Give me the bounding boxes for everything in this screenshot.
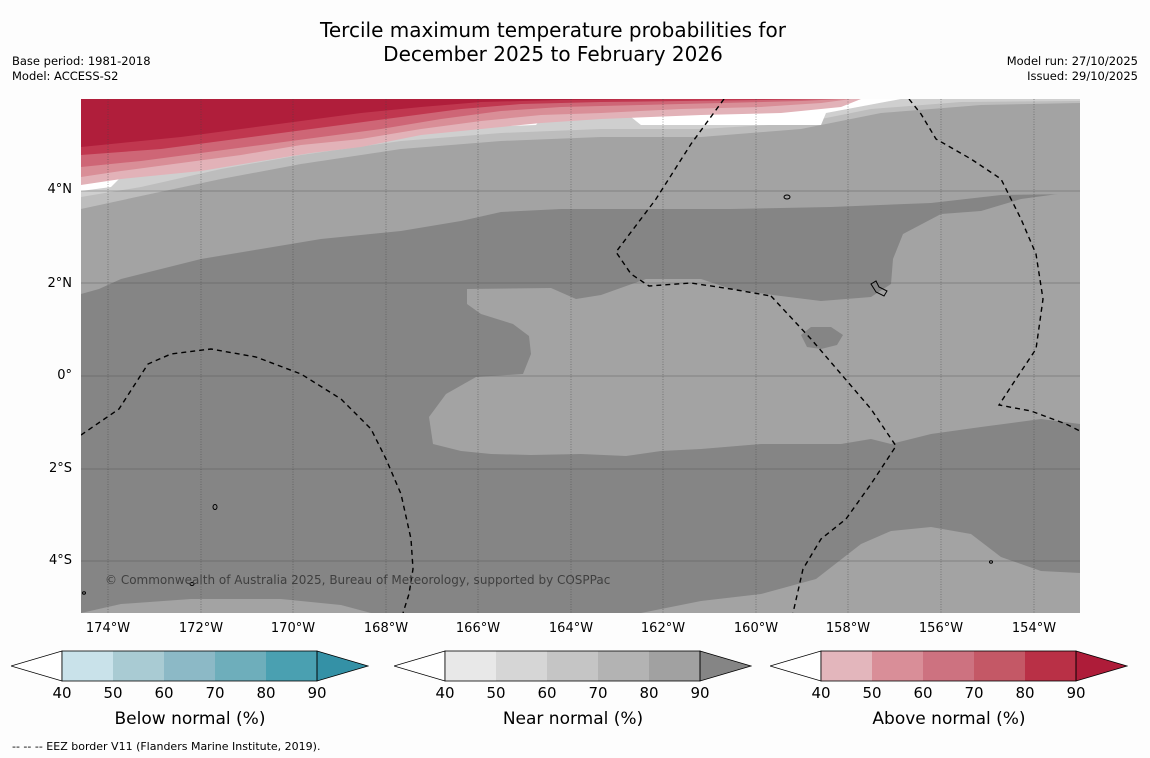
west-near-normal-80-strip [81,207,121,254]
lon-label-160w: 160°W [733,621,779,636]
colorbar-near-extend-high [699,650,752,682]
title-line-1: Tercile maximum temperature probabilitie… [320,18,786,42]
eez-border-kiribati-west [81,348,414,613]
below-tick-90: 90 [307,684,327,702]
colorbar-above-swatch-70 [974,651,1025,681]
dark-patch-east [801,327,843,349]
islands [82,194,993,595]
colorbar-near-swatch-60 [547,651,598,681]
lon-label-154w: 154°W [1011,621,1057,636]
lon-label-158w: 158°W [825,621,871,636]
near-tick-80: 80 [639,684,659,702]
colorbar-near-normal [394,650,752,682]
colorbar-near-swatch-50 [496,651,547,681]
map-title: Tercile maximum temperature probabilitie… [250,18,856,66]
colorbar-below-normal [11,650,369,682]
lat-label-0: 0° [57,368,72,383]
below-tick-50: 50 [103,684,123,702]
above-tick-70: 70 [964,684,984,702]
below-tick-70: 70 [205,684,225,702]
lat-label-4n: 4°N [47,182,73,197]
above-tick-60: 60 [913,684,933,702]
colorbar-near-frame [444,650,701,682]
colorbar-above-swatch-50 [872,651,923,681]
lon-label-162w: 162°W [640,621,686,636]
title-line-2: December 2025 to February 2026 [383,42,723,66]
copyright-notice: © Commonwealth of Australia 2025, Bureau… [105,573,611,587]
island-west-1 [212,504,218,510]
colorbar-near-swatch-80 [649,651,700,681]
eez-border-southeast [770,295,897,613]
lat-label-4s: 4°S [48,553,72,568]
above-normal-label: Above normal (%) [872,709,1026,729]
graticule [81,190,1080,562]
colorbar-near-swatch-40 [445,651,496,681]
colorbar-below-extend-low [11,650,63,682]
colorbar-above-swatch-40 [821,651,872,681]
colorbar-above-frame [820,650,1077,682]
south-near-normal-80-region [641,527,1080,613]
colorbar-near-swatch-70 [598,651,649,681]
lon-label-168w: 168°W [363,621,409,636]
central-near-normal-80-region [429,191,1080,456]
colorbar-above-normal [770,650,1128,682]
above-normal-90-band [81,99,641,147]
island-west-2 [189,582,195,586]
island-east-3 [989,560,993,564]
lon-label-166w: 166°W [455,621,501,636]
above-tick-40: 40 [811,684,831,702]
below-tick-40: 40 [52,684,72,702]
issued-date: Issued: 29/10/2025 [1027,69,1138,83]
colorbar-below-extend-high [316,650,369,682]
model-run: Model run: 27/10/2025 [1006,54,1138,68]
island-west-3 [82,591,86,595]
model-name: Model: ACCESS-S2 [12,69,119,83]
colorbar-above-extend-low [770,650,822,682]
eez-borders [81,99,1080,613]
near-normal-label: Near normal (%) [502,709,644,729]
near-tick-40: 40 [435,684,455,702]
lat-label-2s: 2°S [48,461,72,476]
colorbar-above-swatch-60 [923,651,974,681]
meta-right: Model run: 27/10/2025 Issued: 29/10/2025 [1007,54,1138,84]
probability-map [81,99,1080,613]
above-tick-80: 80 [1015,684,1035,702]
colorbar-below-swatch-60 [164,651,215,681]
lon-label-156w: 156°W [918,621,964,636]
base-period: Base period: 1981-2018 [12,54,151,68]
below-tick-80: 80 [256,684,276,702]
lon-label-164w: 164°W [548,621,594,636]
colorbar-above-extend-high [1075,650,1128,682]
southwest-near-normal-80-region [81,599,371,613]
eez-footnote: -- -- -- EEZ border V11 (Flanders Marine… [12,740,321,753]
near-tick-90: 90 [690,684,710,702]
above-tick-50: 50 [862,684,882,702]
lon-label-174w: 174°W [85,621,131,636]
near-tick-50: 50 [486,684,506,702]
near-tick-60: 60 [537,684,557,702]
colorbar-above-swatch-80 [1025,651,1076,681]
above-tick-90: 90 [1066,684,1086,702]
lat-label-2n: 2°N [47,276,73,291]
lon-label-172w: 172°W [178,621,224,636]
colorbar-below-swatch-70 [215,651,266,681]
below-normal-label: Below normal (%) [114,709,266,729]
meridians [107,99,1035,613]
eez-border-east [908,99,1080,432]
meta-left: Base period: 1981-2018 Model: ACCESS-S2 [12,54,151,84]
island-east-1 [783,194,791,200]
below-tick-60: 60 [154,684,174,702]
near-tick-70: 70 [588,684,608,702]
colorbar-below-swatch-80 [266,651,317,681]
colorbar-below-swatch-50 [113,651,164,681]
colorbar-near-extend-low [394,650,446,682]
colorbar-below-swatch-40 [62,651,113,681]
lon-label-170w: 170°W [270,621,316,636]
island-east-2 [870,280,888,297]
colorbar-below-frame [61,650,318,682]
